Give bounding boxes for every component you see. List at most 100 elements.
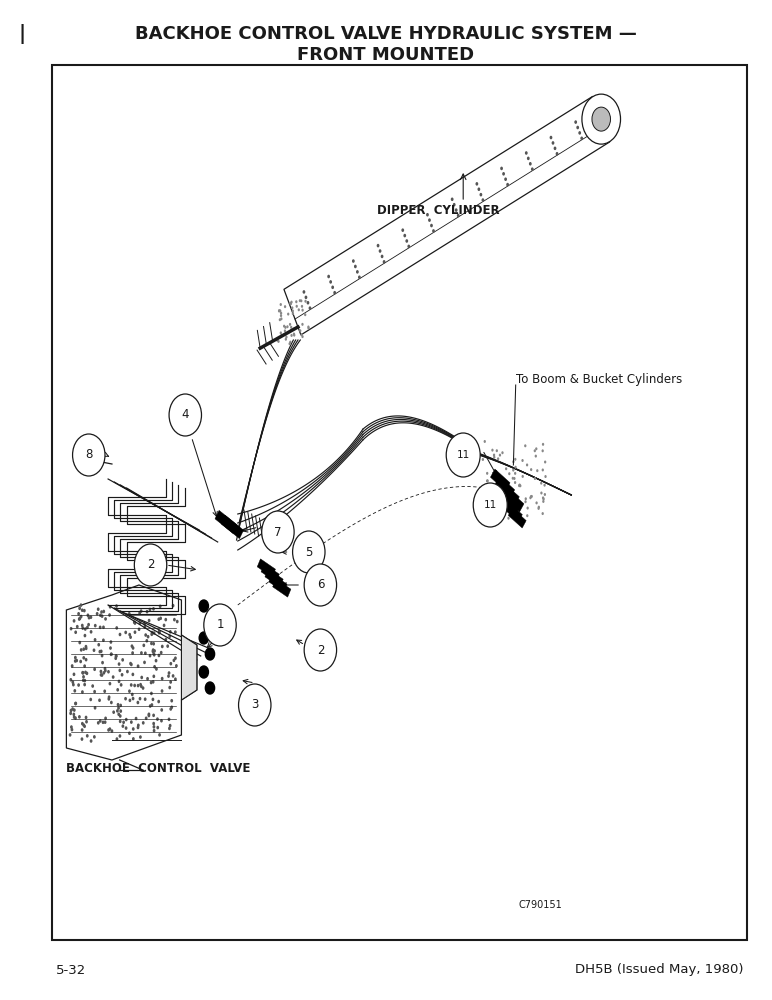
Circle shape bbox=[73, 434, 105, 476]
Circle shape bbox=[128, 731, 130, 735]
Circle shape bbox=[172, 659, 175, 662]
Circle shape bbox=[74, 702, 77, 705]
Circle shape bbox=[530, 495, 533, 498]
Circle shape bbox=[153, 729, 155, 732]
Text: DIPPER  CYLINDER: DIPPER CYLINDER bbox=[377, 204, 499, 217]
Circle shape bbox=[304, 564, 337, 606]
Circle shape bbox=[74, 656, 76, 659]
Circle shape bbox=[94, 624, 96, 627]
Circle shape bbox=[148, 608, 151, 611]
Circle shape bbox=[482, 497, 484, 500]
Circle shape bbox=[166, 644, 169, 648]
Circle shape bbox=[69, 678, 73, 682]
Circle shape bbox=[138, 621, 141, 625]
Circle shape bbox=[150, 681, 153, 684]
Circle shape bbox=[512, 477, 514, 480]
Circle shape bbox=[479, 193, 482, 196]
Circle shape bbox=[476, 182, 479, 186]
Circle shape bbox=[102, 625, 105, 629]
Circle shape bbox=[512, 469, 514, 472]
Circle shape bbox=[150, 642, 153, 645]
Circle shape bbox=[85, 658, 87, 661]
Circle shape bbox=[401, 228, 405, 232]
Polygon shape bbox=[284, 96, 610, 335]
Circle shape bbox=[119, 734, 121, 738]
Circle shape bbox=[290, 302, 292, 305]
Circle shape bbox=[86, 613, 90, 617]
Circle shape bbox=[293, 334, 296, 337]
Circle shape bbox=[151, 633, 153, 636]
Circle shape bbox=[514, 466, 516, 469]
Circle shape bbox=[72, 683, 75, 686]
Polygon shape bbox=[495, 476, 515, 498]
Circle shape bbox=[112, 675, 114, 679]
Circle shape bbox=[90, 739, 93, 743]
Circle shape bbox=[482, 198, 484, 202]
Circle shape bbox=[147, 635, 150, 638]
Circle shape bbox=[168, 634, 171, 638]
Circle shape bbox=[334, 291, 336, 295]
Circle shape bbox=[508, 472, 510, 475]
Circle shape bbox=[309, 306, 311, 310]
Text: 6: 6 bbox=[317, 578, 324, 591]
Circle shape bbox=[543, 493, 546, 496]
Polygon shape bbox=[66, 585, 197, 760]
Circle shape bbox=[112, 710, 115, 714]
Circle shape bbox=[83, 634, 86, 637]
Circle shape bbox=[99, 626, 102, 629]
Circle shape bbox=[152, 722, 155, 725]
Circle shape bbox=[84, 671, 87, 674]
Circle shape bbox=[74, 630, 77, 634]
Circle shape bbox=[137, 627, 141, 631]
Circle shape bbox=[358, 275, 361, 279]
Text: 8: 8 bbox=[85, 448, 93, 462]
Circle shape bbox=[73, 713, 75, 716]
Circle shape bbox=[493, 456, 496, 459]
Circle shape bbox=[276, 339, 279, 342]
Circle shape bbox=[124, 631, 127, 634]
Circle shape bbox=[137, 723, 140, 727]
Circle shape bbox=[306, 301, 310, 305]
Circle shape bbox=[510, 494, 512, 497]
Circle shape bbox=[499, 454, 501, 457]
Circle shape bbox=[145, 716, 147, 720]
Circle shape bbox=[327, 275, 330, 278]
Circle shape bbox=[292, 312, 294, 315]
Circle shape bbox=[149, 704, 151, 708]
Circle shape bbox=[119, 633, 121, 636]
Circle shape bbox=[161, 689, 164, 693]
Polygon shape bbox=[221, 515, 244, 539]
Circle shape bbox=[514, 481, 516, 484]
Circle shape bbox=[354, 265, 357, 268]
Circle shape bbox=[483, 440, 486, 443]
Circle shape bbox=[285, 338, 287, 341]
Circle shape bbox=[101, 661, 104, 664]
Circle shape bbox=[514, 458, 516, 461]
Circle shape bbox=[525, 497, 527, 500]
Circle shape bbox=[115, 626, 118, 630]
Circle shape bbox=[80, 603, 83, 607]
Circle shape bbox=[100, 654, 103, 657]
Circle shape bbox=[69, 712, 72, 715]
Circle shape bbox=[107, 697, 110, 701]
Circle shape bbox=[554, 147, 557, 150]
Circle shape bbox=[304, 300, 306, 303]
Circle shape bbox=[300, 333, 303, 336]
Circle shape bbox=[82, 675, 85, 679]
Circle shape bbox=[110, 729, 113, 733]
Circle shape bbox=[278, 309, 280, 312]
Circle shape bbox=[81, 608, 83, 612]
Circle shape bbox=[134, 684, 136, 687]
Circle shape bbox=[73, 619, 76, 623]
Text: DH5B (Issued May, 1980): DH5B (Issued May, 1980) bbox=[575, 964, 743, 976]
Circle shape bbox=[174, 656, 177, 660]
Circle shape bbox=[262, 511, 294, 553]
Circle shape bbox=[513, 477, 516, 480]
Circle shape bbox=[199, 600, 208, 612]
Circle shape bbox=[120, 683, 123, 687]
Circle shape bbox=[132, 697, 134, 700]
Circle shape bbox=[526, 463, 528, 466]
Circle shape bbox=[286, 325, 289, 328]
Circle shape bbox=[169, 630, 171, 634]
Circle shape bbox=[137, 701, 139, 704]
